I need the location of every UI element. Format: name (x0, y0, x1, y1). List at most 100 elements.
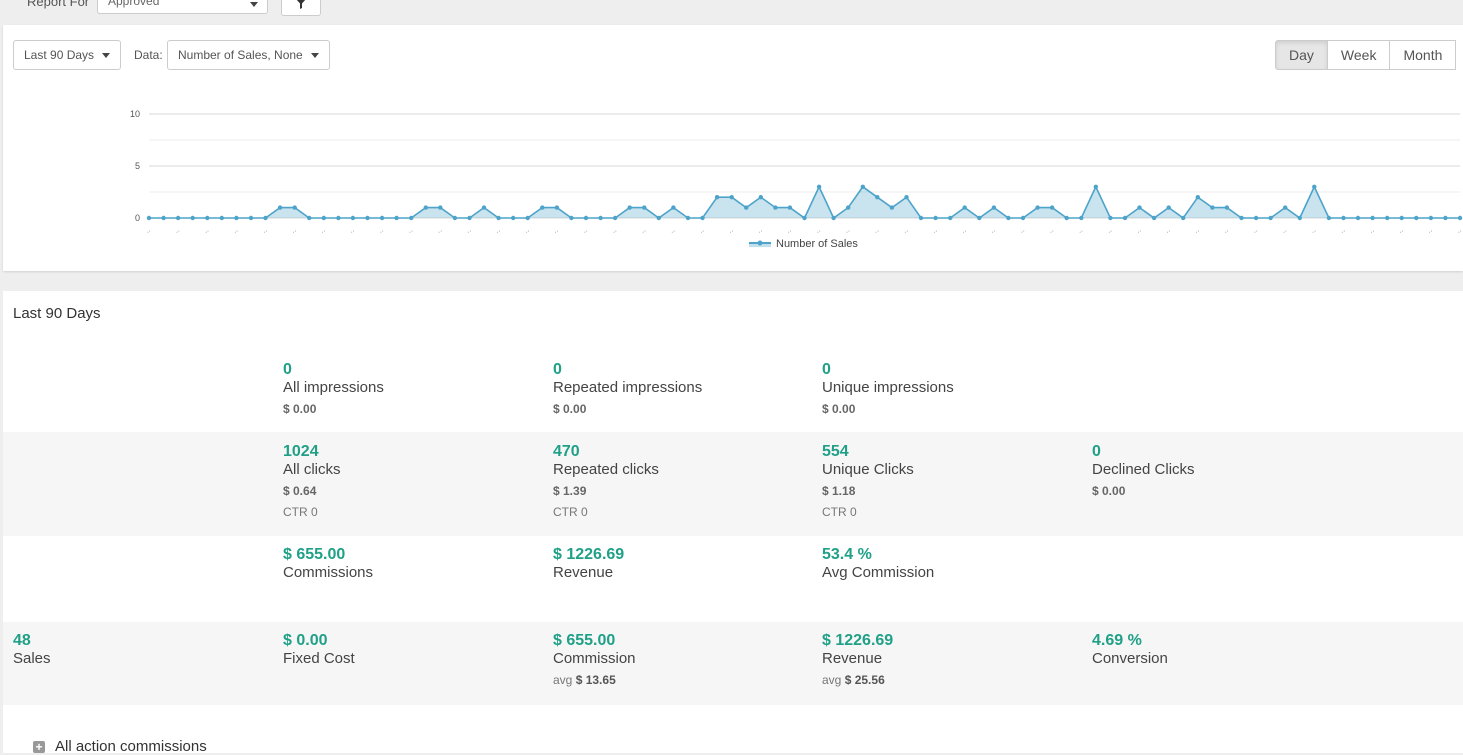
stat-avg-commission: 53.4 % Avg Commission (822, 545, 934, 582)
data-point (452, 215, 458, 221)
x-tick-label: .. (522, 225, 530, 235)
data-point (1443, 215, 1448, 221)
x-tick-label: .. (348, 225, 356, 235)
stat-label: All impressions (283, 379, 384, 396)
stat-value: $ 0.00 (283, 632, 328, 649)
stat-commissions: $ 655.00 Commissions (283, 545, 373, 582)
x-tick-label: .. (1309, 225, 1317, 235)
x-tick-label: .. (173, 225, 181, 235)
x-tick-label: .. (406, 225, 414, 235)
data-point (350, 215, 356, 221)
data-point (307, 215, 312, 221)
x-tick-label: .. (872, 225, 880, 235)
data-point (438, 205, 443, 210)
stat-value: 1024 (283, 443, 319, 460)
stat-label: Avg Commission (822, 564, 935, 581)
x-tick-label: .. (260, 225, 268, 235)
data-point (525, 215, 530, 221)
x-tick-label: .. (959, 225, 967, 235)
stat-declined-clicks: 0 Declined Clicks $ 0.00 (1092, 442, 1195, 498)
stat-sales-revenue: $ 1226.69 Revenue avg $ 25.56 (822, 631, 893, 687)
x-tick-label: .. (639, 225, 647, 235)
sales-row: 48 Sales $ 0.00 Fixed Cost $ 655.00 Comm… (3, 622, 1463, 705)
y-tick-label: 0 (135, 213, 140, 223)
x-tick-label: .. (901, 225, 909, 235)
x-tick-label: .. (464, 225, 472, 235)
data-point (1064, 215, 1069, 221)
caret-down-icon (102, 53, 111, 59)
stat-ctr: CTR 0 (553, 505, 588, 519)
x-tick-label: .. (668, 225, 676, 235)
granularity-toggle: Day Week Month (1275, 40, 1457, 70)
x-tick-label: .. (435, 225, 443, 235)
data-point (321, 215, 326, 221)
stat-all-clicks: 1024 All clicks $ 0.64 CTR 0 (283, 442, 341, 519)
x-tick-label: .. (1251, 225, 1259, 235)
data-point (190, 215, 195, 221)
data-point (1035, 205, 1040, 210)
data-point (933, 215, 938, 221)
stat-amount: $ 0.00 (283, 402, 317, 416)
stat-value: $ 1226.69 (822, 632, 894, 649)
data-point (875, 195, 880, 200)
data-point (161, 215, 166, 221)
chart-panel: Last 90 Days Data: Number of Sales, None… (3, 25, 1463, 271)
data-point (948, 215, 953, 221)
data-point (598, 215, 603, 221)
legend-marker (757, 240, 763, 246)
filter-button[interactable] (281, 0, 321, 16)
stat-label: Fixed Cost (283, 650, 355, 667)
data-point (977, 215, 982, 221)
data-label: Data: (134, 48, 163, 62)
plus-square-icon: + (33, 740, 45, 753)
data-point (1253, 215, 1259, 221)
data-point (1151, 215, 1157, 221)
data-point (1224, 205, 1230, 210)
report-filter-bar: Report For Approved (0, 0, 1463, 24)
caret-down-icon (250, 2, 258, 7)
stat-value: 0 (822, 361, 831, 378)
data-point (423, 205, 428, 210)
data-point (583, 215, 589, 221)
impressions-row: 0 All impressions $ 0.00 0 Repeated impr… (3, 352, 1463, 432)
granularity-month-button[interactable]: Month (1389, 40, 1457, 70)
data-point (1079, 215, 1084, 221)
avg-prefix: avg (553, 673, 573, 687)
data-point (467, 215, 472, 221)
data-point (1370, 215, 1375, 221)
stat-value: 4.69 % (1092, 632, 1142, 649)
x-tick-label: .. (551, 225, 559, 235)
stat-value: 0 (553, 361, 562, 378)
clicks-row: 1024 All clicks $ 0.64 CTR 0 470 Repeate… (3, 432, 1463, 536)
stat-repeated-impressions: 0 Repeated impressions $ 0.00 (553, 360, 702, 416)
data-point (1385, 215, 1390, 221)
stat-value: $ 1226.69 (553, 546, 625, 563)
data-point (263, 215, 268, 221)
data-point (1268, 215, 1273, 221)
data-point (219, 215, 224, 221)
caret-down-icon (310, 53, 319, 59)
data-point (918, 215, 924, 221)
date-range-dropdown[interactable]: Last 90 Days (13, 40, 122, 70)
data-point (481, 205, 487, 210)
data-point (1108, 215, 1113, 221)
report-for-label: Report For (27, 0, 90, 9)
stats-panel: Last 90 Days 0 All impressions $ 0.00 0 … (3, 291, 1463, 755)
stat-amount: $ 0.00 (1092, 484, 1126, 498)
sales-chart: 0 5 10....................................… (130, 109, 1463, 250)
data-point (234, 215, 239, 221)
report-for-select[interactable]: Approved (97, 0, 268, 14)
x-tick-label: .. (1105, 225, 1113, 235)
data-point (642, 205, 647, 210)
data-point (554, 205, 560, 210)
all-action-commissions-toggle[interactable]: + All action commissions (33, 738, 207, 755)
commissions-row: $ 655.00 Commissions $ 1226.69 Revenue 5… (3, 536, 1463, 622)
data-series-dropdown[interactable]: Number of Sales, None (167, 40, 330, 70)
data-point (714, 195, 720, 200)
x-tick-label: .. (1192, 225, 1200, 235)
data-point (1355, 215, 1361, 221)
granularity-day-button[interactable]: Day (1275, 40, 1328, 70)
data-point (802, 215, 807, 221)
granularity-week-button[interactable]: Week (1326, 40, 1391, 70)
data-point (991, 205, 997, 210)
